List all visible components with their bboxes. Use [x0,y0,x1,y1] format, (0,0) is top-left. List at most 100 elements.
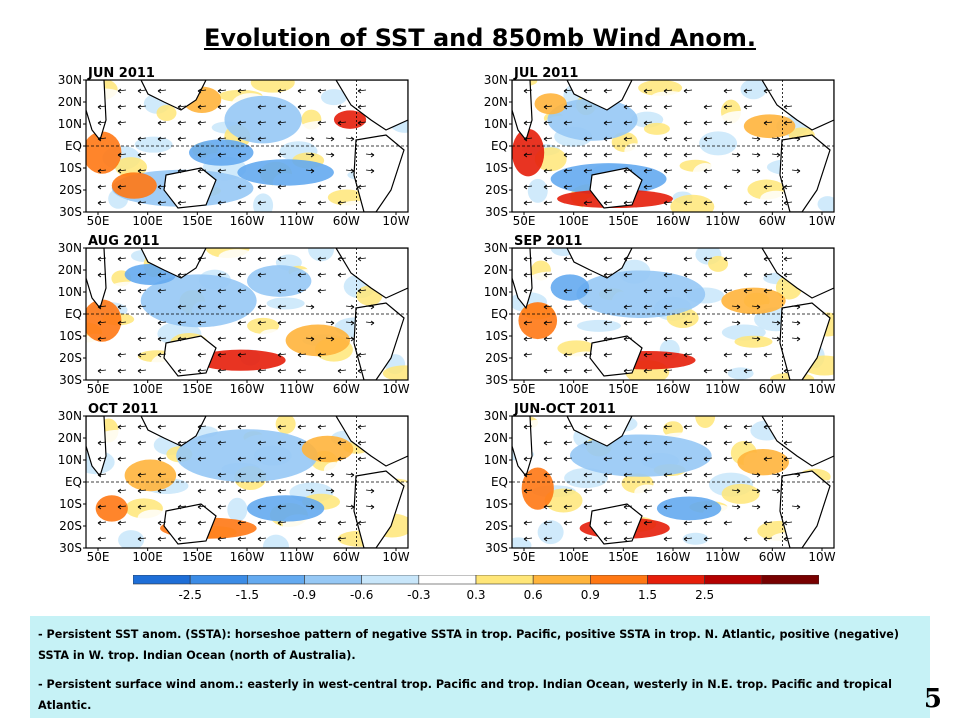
map-panel-oct: OCT 2011 30N 20N 10N EQ 10S 20S 30S 50E 100E 150E… [40,402,410,564]
lon-tick-label: 100E [558,214,589,228]
lat-tick-label: 20S [485,351,508,365]
wind-vectors [97,424,375,542]
lon-tick-label: 60W [759,550,786,564]
map-field [511,415,835,549]
colorbar-swatch [761,574,820,585]
lon-tick-label: 60W [333,550,360,564]
lon-tick-label: 10W [808,382,835,396]
lon-tick-label: 110W [279,550,314,564]
lon-tick-label: 150E [608,214,639,228]
lon-tick-label: 110W [279,382,314,396]
lon-tick-label: 150E [608,382,639,396]
colorbar-tick-label: -0.3 [407,588,430,601]
lat-tick-label: 10N [58,285,82,299]
colorbar-tick-label: 2.5 [695,588,714,601]
lat-tick-label: 20N [484,431,508,445]
lon-tick-label: 100E [558,382,589,396]
lon-tick-label: 50E [87,382,110,396]
lat-tick-label: 20S [485,519,508,533]
lat-tick-label: 30N [484,409,508,423]
panel-label: JUL 2011 [513,66,578,81]
panel-label: OCT 2011 [88,402,158,417]
colorbar-tick-label: 0.3 [466,588,485,601]
lon-tick-label: 60W [333,382,360,396]
map-field [511,79,835,213]
sst-wind-map: OCT 2011 30N 20N 10N EQ 10S 20S 30S 50E 100E 150E… [58,402,410,564]
colorbar-swatch [475,574,534,585]
lon-tick-label: 160W [656,214,691,228]
lon-tick-label: 10W [382,550,409,564]
lon-tick-label: 160W [230,214,265,228]
lat-tick-label: 10N [484,453,508,467]
colorbar-tick-label: -0.6 [350,588,373,601]
lon-tick-label: 60W [759,214,786,228]
colorbar-tick-label: -1.5 [236,588,259,601]
lon-tick-label: 50E [513,382,536,396]
lon-tick-label: 160W [230,550,265,564]
lon-tick-label: 160W [656,382,691,396]
lon-tick-label: 110W [279,214,314,228]
lat-tick-label: EQ [65,475,82,489]
lat-tick-label: 10N [58,117,82,131]
lon-tick-label: 110W [705,382,740,396]
lat-tick-label: 30N [484,73,508,87]
panel-label: SEP 2011 [514,234,582,249]
colorbar-swatch [189,574,248,585]
sst-wind-map: JUN-OCT 2011 30N 20N 10N EQ 10S 20S 30S 50E 100E… [484,402,836,564]
lat-tick-label: 30N [58,73,82,87]
summary-notes: - Persistent SST anom. (SSTA): horseshoe… [30,616,930,718]
lat-tick-label: 10S [485,497,508,511]
lat-tick-label: 30N [58,241,82,255]
lon-tick-label: 150E [182,214,213,228]
lon-tick-label: 50E [513,214,536,228]
colorbar-tick-label: -0.9 [293,588,316,601]
lat-tick-label: 30S [485,541,508,555]
lat-tick-label: 10N [58,453,82,467]
lat-tick-label: 30S [59,205,82,219]
colorbar-legend: -2.5 -1.5 -0.9 -0.6 -0.3 0.3 0.6 0.9 1.5 2.5 [132,574,820,602]
lat-tick-label: 30N [58,409,82,423]
lon-tick-label: 10W [382,214,409,228]
lat-tick-label: 10S [485,329,508,343]
wind-vectors [97,88,375,206]
lon-tick-label: 110W [705,214,740,228]
lon-tick-label: 100E [132,382,163,396]
lon-tick-label: 10W [808,550,835,564]
lat-tick-label: EQ [491,139,508,153]
lat-tick-label: 30S [59,373,82,387]
colorbar-swatch [532,574,591,585]
colorbar-svg: -2.5 -1.5 -0.9 -0.6 -0.3 0.3 0.6 0.9 1.5 2.5 [132,574,820,602]
lon-tick-label: 100E [132,214,163,228]
lat-tick-label: 20N [484,263,508,277]
panel-label: JUN-OCT 2011 [513,402,616,417]
lat-tick-label: 30N [484,241,508,255]
colorbar-tick-label: 0.6 [524,588,543,601]
map-field [511,247,835,381]
map-field [85,415,409,549]
lat-tick-label: EQ [491,307,508,321]
lat-tick-label: 20N [484,95,508,109]
map-field [85,247,409,381]
lon-tick-label: 160W [230,382,265,396]
lon-tick-label: 60W [759,382,786,396]
colorbar-swatch [361,574,420,585]
panel-label: JUN 2011 [87,66,155,81]
map-panel-sep: SEP 2011 30N 20N 10N EQ 10S 20S 30S 50E 100E 150E… [466,234,836,396]
lat-tick-label: 10S [485,161,508,175]
lat-tick-label: 10S [59,329,82,343]
lat-tick-label: 20S [59,351,82,365]
lat-tick-label: 20S [59,183,82,197]
sst-wind-map: JUL 2011 30N 20N 10N EQ 10S 20S 30S 50E 100E 150E… [484,66,836,228]
lon-tick-label: 60W [333,214,360,228]
sst-wind-map: JUN 2011 30N 20N 10N EQ 10S 20S 30S 50E 100E 150E… [58,66,410,228]
colorbar-swatch [304,574,362,585]
lat-tick-label: 20N [58,431,82,445]
lat-tick-label: 20S [485,183,508,197]
lat-tick-label: 20N [58,263,82,277]
lat-tick-label: EQ [65,307,82,321]
colorbar-swatch [132,574,191,585]
colorbar-swatch [590,574,648,585]
sst-wind-map: AUG 2011 30N 20N 10N EQ 10S 20S 30S 50E 100E 150E… [58,234,410,396]
lat-tick-label: 20N [58,95,82,109]
colorbar-swatch [647,574,705,585]
